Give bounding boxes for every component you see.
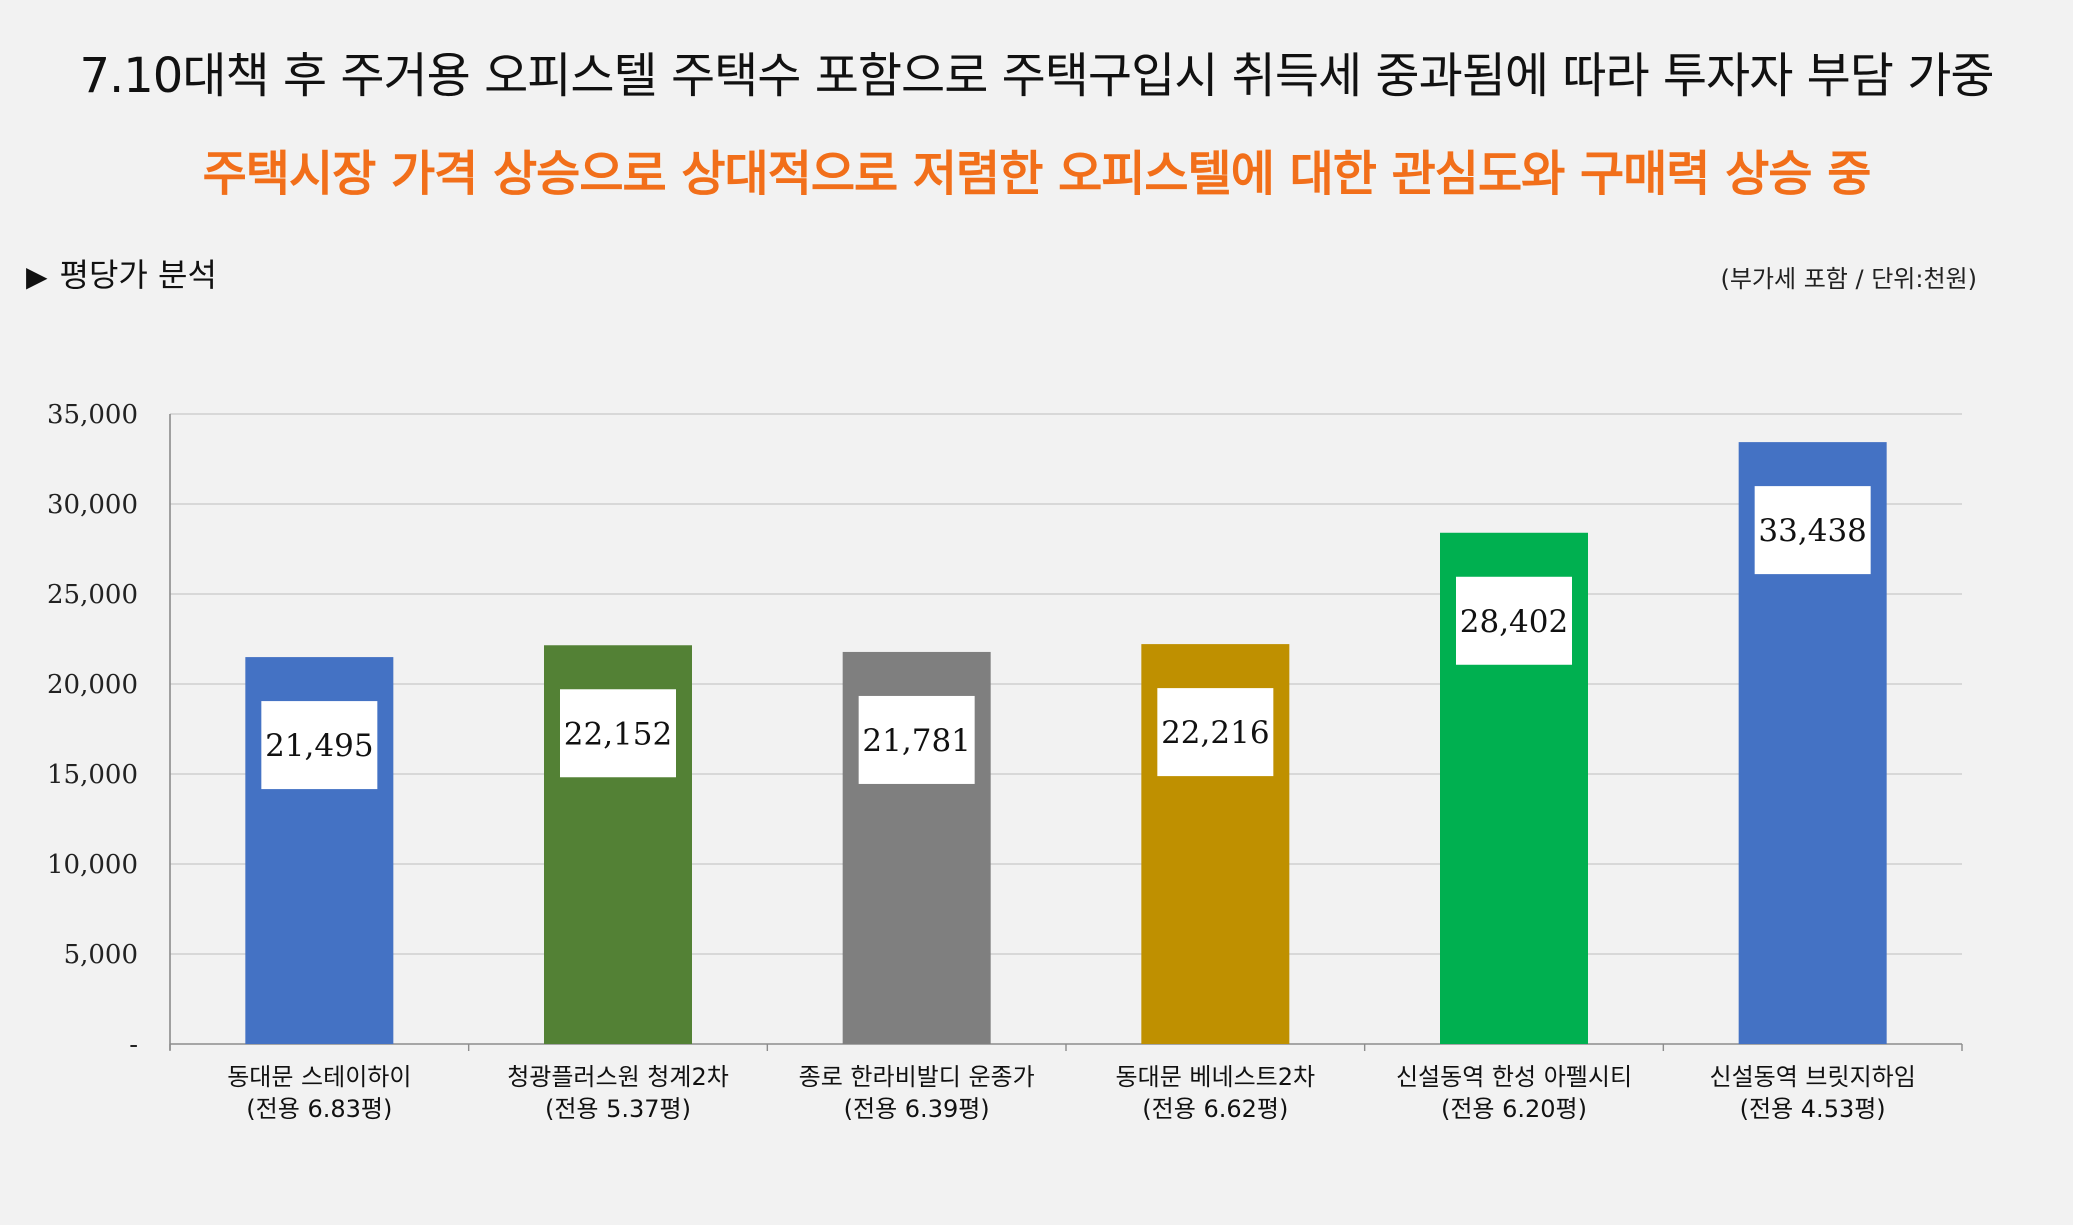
data-label-box [1157, 688, 1274, 777]
x-category-label: 신설동역 한성 아펠시티 [1396, 1063, 1632, 1091]
y-tick-label: 20,000 [47, 670, 138, 700]
subheadline: 주택시장 가격 상승으로 상대적으로 저렴한 오피스텔에 대한 관심도와 구매력… [202, 146, 1872, 202]
x-category-label: 신설동역 브릿지하임 [1709, 1063, 1915, 1091]
data-label-box [261, 701, 378, 790]
y-tick-label: 5,000 [64, 940, 138, 970]
triangle-marker-icon: ▶ [26, 260, 48, 293]
x-category-label: 청광플러스원 청계2차 [507, 1063, 729, 1091]
x-category-note: (전용 6.20평) [1441, 1095, 1587, 1123]
y-tick-label: - [129, 1030, 138, 1060]
data-label: 21,495 [265, 728, 373, 764]
section-heading: ▶ 평당가 분석 [26, 250, 217, 296]
x-category-label: 동대문 베네스트2차 [1116, 1063, 1316, 1091]
data-label-box [1754, 486, 1871, 575]
gridlines [169, 413, 1963, 1051]
y-tick-label: 30,000 [47, 490, 138, 520]
x-category-note: (전용 5.37평) [545, 1095, 691, 1123]
y-tick-label: 10,000 [47, 850, 138, 880]
y-axis-ticks: - 5,000 10,000 15,000 20,000 25,000 30,000 35,0… [47, 400, 138, 1060]
data-labels: 21,495 22,152 21,781 22,216 28,402 33,438 [261, 486, 1871, 790]
data-label: 28,402 [1460, 604, 1568, 640]
y-tick-label: 15,000 [47, 760, 138, 790]
data-label: 22,152 [564, 716, 672, 752]
data-label: 33,438 [1758, 513, 1866, 549]
x-category-label: 동대문 스테이하이 [227, 1063, 411, 1091]
x-category-note: (전용 4.53평) [1740, 1095, 1886, 1123]
x-axis-categories: 동대문 스테이하이 (전용 6.83평) 청광플러스원 청계2차 (전용 5.37평)… [227, 1063, 1916, 1123]
section-title: 평당가 분석 [59, 256, 217, 294]
y-tick-label: 35,000 [47, 400, 138, 430]
data-label: 21,781 [862, 723, 970, 759]
x-category-note: (전용 6.83평) [246, 1095, 392, 1123]
data-label-box [1456, 576, 1572, 665]
data-label-box [858, 695, 975, 784]
data-label: 22,216 [1161, 715, 1269, 751]
data-label-box [560, 689, 676, 778]
x-category-note: (전용 6.62평) [1142, 1095, 1288, 1123]
unit-note: (부가세 포함 / 단위:천원) [1720, 265, 1977, 293]
x-category-label: 종로 한라비발디 운종가 [799, 1063, 1035, 1091]
headline: 7.10대책 후 주거용 오피스텔 주택수 포함으로 주택구입시 취득세 중과됨… [79, 48, 1994, 104]
y-tick-label: 25,000 [47, 580, 138, 610]
x-category-note: (전용 6.39평) [844, 1095, 990, 1123]
